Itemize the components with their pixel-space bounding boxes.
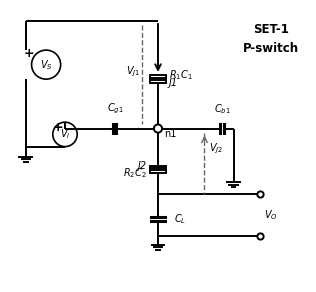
Text: $C_{g1}$: $C_{g1}$ [106,102,123,116]
Text: J2: J2 [138,161,147,171]
Text: $C_L$: $C_L$ [174,212,186,225]
Text: $C_{b1}$: $C_{b1}$ [214,102,231,116]
Text: $R_1C_1$: $R_1C_1$ [169,69,193,82]
Text: $V_S$: $V_S$ [40,58,52,72]
Text: +: + [53,121,64,134]
Text: $R_2C_2$: $R_2C_2$ [123,166,147,180]
Text: SET-1: SET-1 [253,23,289,36]
Bar [150,166,166,173]
Text: n1: n1 [164,129,177,139]
Text: +: + [23,46,34,60]
Text: $V_O$: $V_O$ [264,208,278,222]
Text: J1: J1 [169,78,178,88]
Text: P-switch: P-switch [243,42,299,55]
Text: $V_i$: $V_i$ [60,128,70,141]
Text: $V_{J1}$: $V_{J1}$ [126,65,141,79]
Bar [150,75,166,83]
Text: $V_{J2}$: $V_{J2}$ [209,142,223,156]
